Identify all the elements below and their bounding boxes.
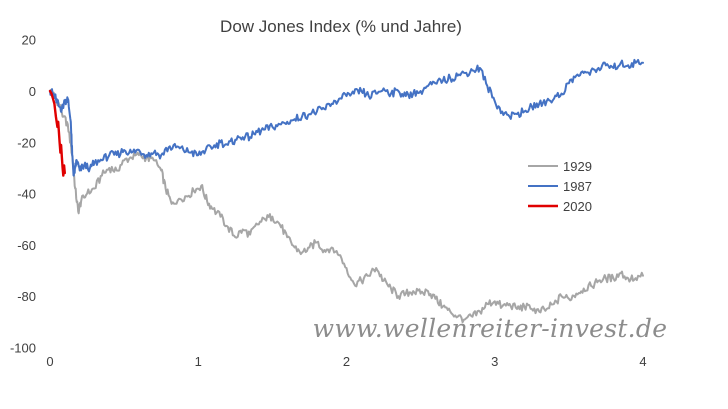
x-tick-label: 0 <box>46 354 53 369</box>
x-tick-label: 4 <box>639 354 646 369</box>
y-tick-label: -100 <box>10 341 36 356</box>
series-line-2020 <box>48 89 66 177</box>
chart-title: Dow Jones Index (% und Jahre) <box>220 17 462 36</box>
y-tick-label: 20 <box>22 33 36 48</box>
legend: 1929 1987 2020 <box>528 159 592 214</box>
series-line-1987 <box>49 58 644 177</box>
x-axis: 0 1 2 3 4 <box>46 354 646 369</box>
x-tick-label: 2 <box>343 354 350 369</box>
y-tick-label: -40 <box>17 187 36 202</box>
y-tick-label: -80 <box>17 289 36 304</box>
x-tick-label: 1 <box>195 354 202 369</box>
y-tick-label: 0 <box>29 84 36 99</box>
legend-label-2020: 2020 <box>563 199 592 214</box>
y-tick-label: -60 <box>17 238 36 253</box>
plot-area <box>48 58 644 324</box>
series-line-1929 <box>49 88 644 324</box>
x-tick-label: 3 <box>491 354 498 369</box>
y-tick-label: -20 <box>17 135 36 150</box>
legend-label-1929: 1929 <box>563 159 592 174</box>
y-axis: 20 0 -20 -40 -60 -80 -100 <box>10 33 36 356</box>
legend-label-1987: 1987 <box>563 179 592 194</box>
watermark-text: www.wellenreiter-invest.de <box>313 314 668 343</box>
